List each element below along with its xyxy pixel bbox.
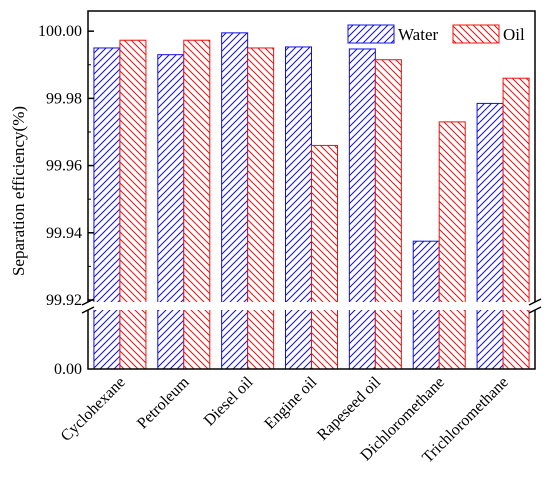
bar-oil-engine-oil bbox=[311, 144, 338, 370]
category-label: Diesel oil bbox=[201, 373, 257, 429]
y-tick-label: 0.00 bbox=[54, 361, 82, 378]
bar-water-engine-oil bbox=[285, 46, 312, 370]
y-tick-label: 99.92 bbox=[46, 292, 82, 309]
bar-water-diesel-oil bbox=[221, 32, 249, 370]
category-label: Petroleum bbox=[134, 373, 193, 432]
bar-oil-rapeseed-oil bbox=[374, 59, 402, 370]
bar-water-rapeseed-oil bbox=[348, 48, 376, 370]
bar-oil-diesel-oil bbox=[247, 47, 275, 370]
y-tick-label: 99.94 bbox=[46, 225, 82, 242]
legend-label-water: Water bbox=[398, 25, 438, 44]
legend-label-oil: Oil bbox=[503, 25, 525, 44]
axis-break-gap bbox=[80, 302, 543, 310]
bar-water-trichloromethane bbox=[476, 102, 504, 370]
category-label: Rapeseed oil bbox=[314, 373, 385, 444]
legend-swatch-water bbox=[347, 24, 395, 44]
y-axis-title: Separation efficiency(%) bbox=[9, 106, 28, 276]
bar-oil-trichloromethane bbox=[502, 77, 530, 370]
y-tick-label: 99.96 bbox=[46, 158, 82, 175]
plot-frame bbox=[87, 10, 536, 370]
category-label: Cyclohexane bbox=[58, 374, 129, 445]
legend-swatch-oil bbox=[452, 24, 500, 44]
bar-water-petroleum bbox=[157, 54, 185, 370]
category-labels-group: Cyclohexane Petroleum Diesel oil Engine oil… bbox=[58, 373, 512, 466]
axis-break-mark-left-bottom bbox=[81, 306, 95, 314]
ticks-group: 99.92 99.94 99.96 99.98 100.00 0.00 bbox=[38, 23, 94, 378]
axis-break-mark-right-bottom bbox=[528, 306, 542, 314]
y-tick-label: 100.00 bbox=[38, 23, 82, 40]
bars-group bbox=[93, 32, 530, 370]
bar-water-cyclohexane bbox=[93, 47, 121, 370]
legend: Water Oil bbox=[347, 24, 525, 44]
category-label: Engine oil bbox=[261, 373, 320, 432]
y-tick-label: 99.98 bbox=[46, 90, 82, 107]
axis-break-mark-right-top bbox=[528, 298, 542, 306]
axes-group bbox=[80, 10, 543, 370]
bar-oil-cyclohexane bbox=[119, 39, 147, 370]
bar-oil-petroleum bbox=[183, 39, 211, 370]
bar-oil-dichloromethane bbox=[438, 121, 466, 370]
